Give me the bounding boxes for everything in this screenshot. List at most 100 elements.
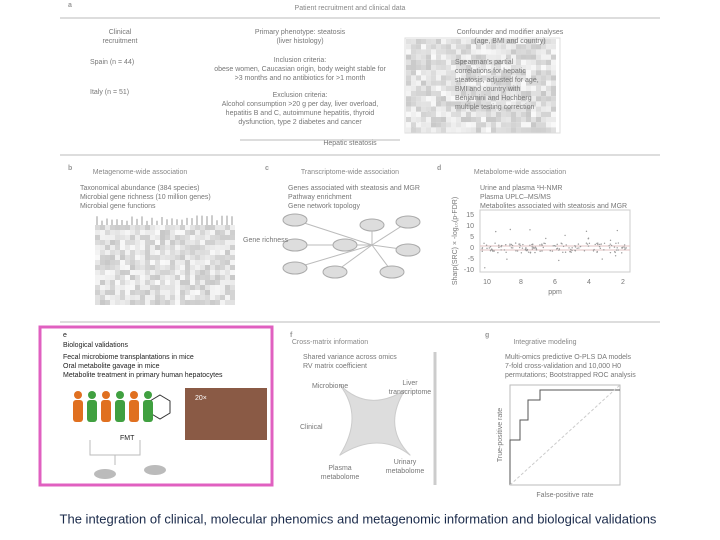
highlight-box [38,325,274,487]
noise-point [558,249,560,251]
heatmap-cell [551,101,556,107]
heatmap-cell [406,111,411,117]
heatmap-cell [481,85,486,91]
label: Benjamini and Hochberg [455,95,532,102]
label: Urinary [394,459,417,466]
heatmap-cell [526,85,531,91]
heatmap-cell [446,101,451,107]
heatmap-cell [170,265,175,270]
heatmap-cell [170,295,175,300]
heatmap-cell [135,250,140,255]
heatmap-cell [215,265,220,270]
heatmap-cell [200,265,205,270]
heatmap-cell [200,275,205,280]
heatmap-cell [436,75,441,81]
heatmap-cell [466,106,471,112]
heatmap-cell [125,225,130,230]
heatmap-cell [551,106,556,112]
heatmap-cell [185,255,190,260]
label: RV matrix coefficient [303,363,367,370]
heatmap-cell [421,59,426,65]
heatmap-cell [436,44,441,50]
heatmap-cell [145,280,150,285]
heatmap-cell [416,70,421,76]
heatmap-cell [185,280,190,285]
heatmap-cell [160,235,165,240]
heatmap-cell [541,101,546,107]
heatmap-cell [185,225,190,230]
heatmap-cell [481,122,486,128]
noise-point [497,251,499,254]
label: Fecal microbiome transplantations in mic… [63,354,194,361]
noise-point [542,246,545,249]
noise-point [549,250,551,252]
heatmap-cell [180,270,185,275]
heatmap-cell [190,260,195,265]
heatmap-cell [406,44,411,50]
heatmap-cell [521,65,526,71]
label: Inclusion criteria: [274,57,327,64]
label: Integrative modeling [513,339,576,346]
heatmap-cell [526,44,531,50]
noise-point [515,250,517,252]
heatmap-cell [486,85,491,91]
heatmap-cell [185,245,190,250]
heatmap-cell [451,39,456,45]
heatmap-cell [506,122,511,128]
heatmap-cell [220,280,225,285]
heatmap-cell [496,75,501,81]
noise-point [593,248,595,251]
heatmap-cell [135,295,140,300]
heatmap-cell [416,80,421,86]
label: Multi-omics predictive O-PLS DA models [505,354,632,361]
heatmap-cell [536,70,541,76]
heatmap-cell [190,225,195,230]
noise-point [579,245,582,248]
heatmap-cell [110,275,115,280]
noise-point [578,247,580,249]
heatmap-cell [481,49,486,55]
label: 8 [519,279,523,286]
heatmap-cell [210,240,215,245]
noise-point [558,248,561,250]
heatmap-cell [451,91,456,97]
heatmap-cell [446,80,451,86]
heatmap-cell [516,49,521,55]
heatmap-cell [506,44,511,50]
noise-point [574,246,577,248]
heatmap-cell [546,44,551,50]
heatmap-cell [551,111,556,117]
heatmap-cell [441,101,446,107]
noise-point [551,250,554,252]
heatmap-cell [135,265,140,270]
heatmap-cell [175,285,180,290]
heatmap-cell [426,44,431,50]
heatmap-cell [210,270,215,275]
heatmap-cell [135,270,140,275]
heatmap-cell [185,265,190,270]
heatmap-cell [145,290,150,295]
heatmap-cell [225,270,230,275]
heatmap-cell [225,230,230,235]
person-head [130,391,138,399]
heatmap-cell [220,230,225,235]
heatmap-cell [170,300,175,305]
heatmap-cell [205,285,210,290]
heatmap-cell [160,255,165,260]
heatmap-cell [536,80,541,86]
heatmap-cell [421,96,426,102]
noise-point [509,228,511,231]
network-node [282,261,308,275]
heatmap-cell [406,122,411,128]
heatmap-cell [160,240,165,245]
noise-point [553,244,556,247]
heatmap-cell [155,265,160,270]
heatmap-cell [220,260,225,265]
noise-point [615,249,618,251]
heatmap-cell [441,59,446,65]
label: Metabolites associated with steatosis an… [480,203,627,210]
heatmap-cell [180,300,185,305]
heatmap-cell [486,111,491,117]
heatmap-cell [220,225,225,230]
heatmap-cell [521,111,526,117]
